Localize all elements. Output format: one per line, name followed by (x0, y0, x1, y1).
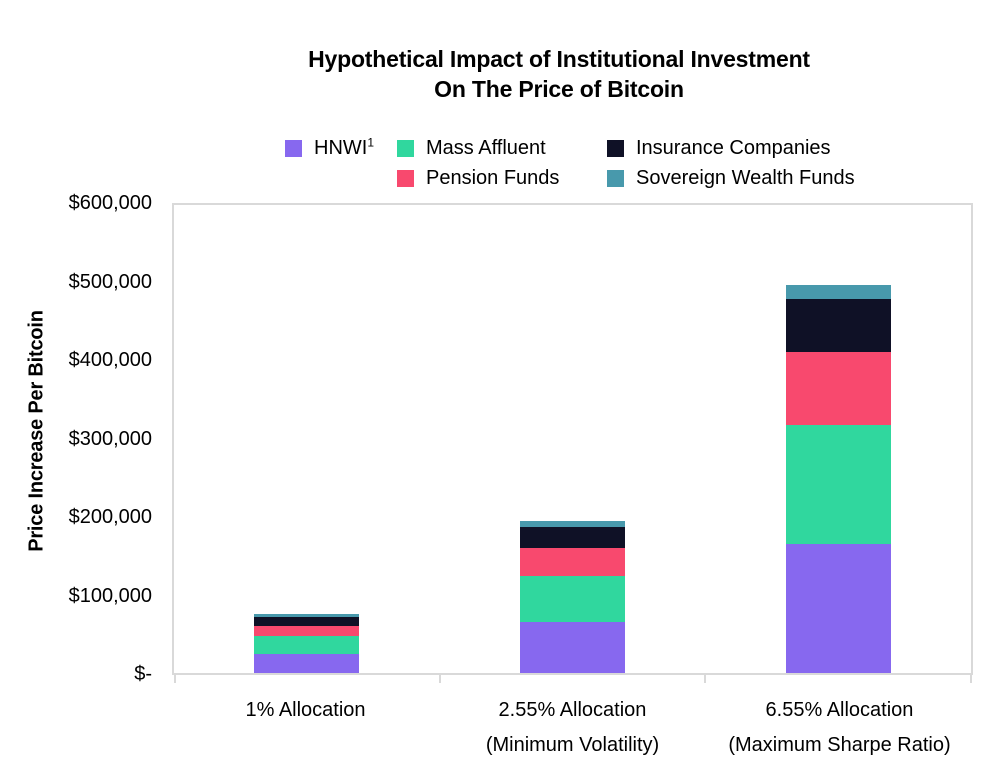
stacked-bar (520, 521, 625, 673)
y-tick-label: $500,000 (68, 270, 152, 293)
legend-swatch-pension-icon (397, 169, 414, 187)
y-axis-tick-labels: $600,000 $500,000 $400,000 $300,000 $200,000… (20, 192, 152, 685)
chart-title-line1: Hypothetical Impact of Institutional Inv… (308, 46, 810, 72)
bar-segment-hnwi (520, 622, 625, 673)
x-category-label: 1% Allocation (172, 697, 439, 723)
x-category-label: 6.55% Allocation (Maximum Sharpe Ratio) (706, 697, 973, 758)
bar-segment-hnwi (785, 543, 891, 673)
bar-segment-sovereign-wealth-funds (785, 285, 891, 299)
x-tick-mark (704, 675, 707, 683)
x-category-label-line1: 1% Allocation (245, 699, 366, 721)
legend-label-text: HNWI (314, 136, 368, 159)
bar-segment-sovereign-wealth-funds (254, 613, 360, 617)
x-tick-mark (970, 675, 972, 683)
y-tick-label: $- (134, 663, 152, 685)
plot-area (172, 203, 973, 683)
bar-segment-pension-funds (254, 625, 360, 636)
x-category-label-line2: (Maximum Sharpe Ratio) (728, 734, 951, 756)
legend-label-text: Sovereign Wealth Funds (636, 166, 855, 189)
stacked-bar (785, 285, 891, 673)
bar-segment-mass-affluent (520, 576, 625, 623)
bar-segment-mass-affluent (254, 635, 360, 655)
stacked-bar (254, 613, 360, 673)
legend-label: HNWI1 (314, 134, 375, 160)
legend-item-insurance-companies: Insurance Companies (607, 137, 831, 159)
x-category-label-line2: (Minimum Volatility) (485, 734, 660, 756)
legend-item-mass-affluent: Mass Affluent (397, 137, 546, 159)
y-tick-label: $400,000 (68, 349, 152, 371)
legend-swatch-hnwi-icon (285, 139, 302, 157)
bar-segment-pension-funds (520, 548, 625, 577)
legend-label-text: Insurance Companies (636, 136, 831, 159)
bar-segment-insurance-companies (254, 616, 360, 626)
x-category-label-line1: 2.55% Allocation (498, 699, 647, 721)
bar-segment-insurance-companies (785, 298, 891, 352)
x-category-label: 2.55% Allocation (Minimum Volatility) (439, 697, 706, 758)
legend-label-text: Mass Affluent (426, 136, 546, 159)
y-tick-label: $600,000 (68, 192, 152, 214)
bar-segment-insurance-companies (520, 527, 625, 549)
legend-item-pension-funds: Pension Funds (397, 167, 559, 189)
bar-segment-mass-affluent (785, 424, 891, 544)
bar-segment-sovereign-wealth-funds (520, 521, 625, 528)
legend-swatch-sovereign-icon (607, 169, 624, 187)
legend-item-hnwi: HNWI1 (285, 134, 375, 160)
legend-swatch-insurance-icon (607, 139, 624, 157)
bar-segment-pension-funds (785, 351, 891, 425)
x-tick-mark (174, 675, 176, 683)
x-axis-labels: 1% Allocation 2.55% Allocation (Minimum Vo… (172, 697, 973, 767)
y-tick-label: $100,000 (68, 584, 152, 607)
legend-label-text: Pension Funds (426, 166, 560, 189)
bar-segment-hnwi (254, 654, 360, 673)
x-category-label-line1: 6.55% Allocation (765, 699, 914, 721)
chart-title: Hypothetical Impact of Institutional Inv… (118, 44, 1000, 104)
legend-swatch-mass-affluent-icon (397, 139, 414, 157)
x-tick-mark (438, 675, 441, 683)
legend-item-sovereign-wealth-funds: Sovereign Wealth Funds (607, 167, 855, 189)
legend-footnote-marker: 1 (367, 134, 375, 149)
y-tick-label: $300,000 (68, 427, 152, 450)
chart-title-line2: On The Price of Bitcoin (434, 76, 684, 102)
y-tick-label: $200,000 (68, 506, 152, 528)
